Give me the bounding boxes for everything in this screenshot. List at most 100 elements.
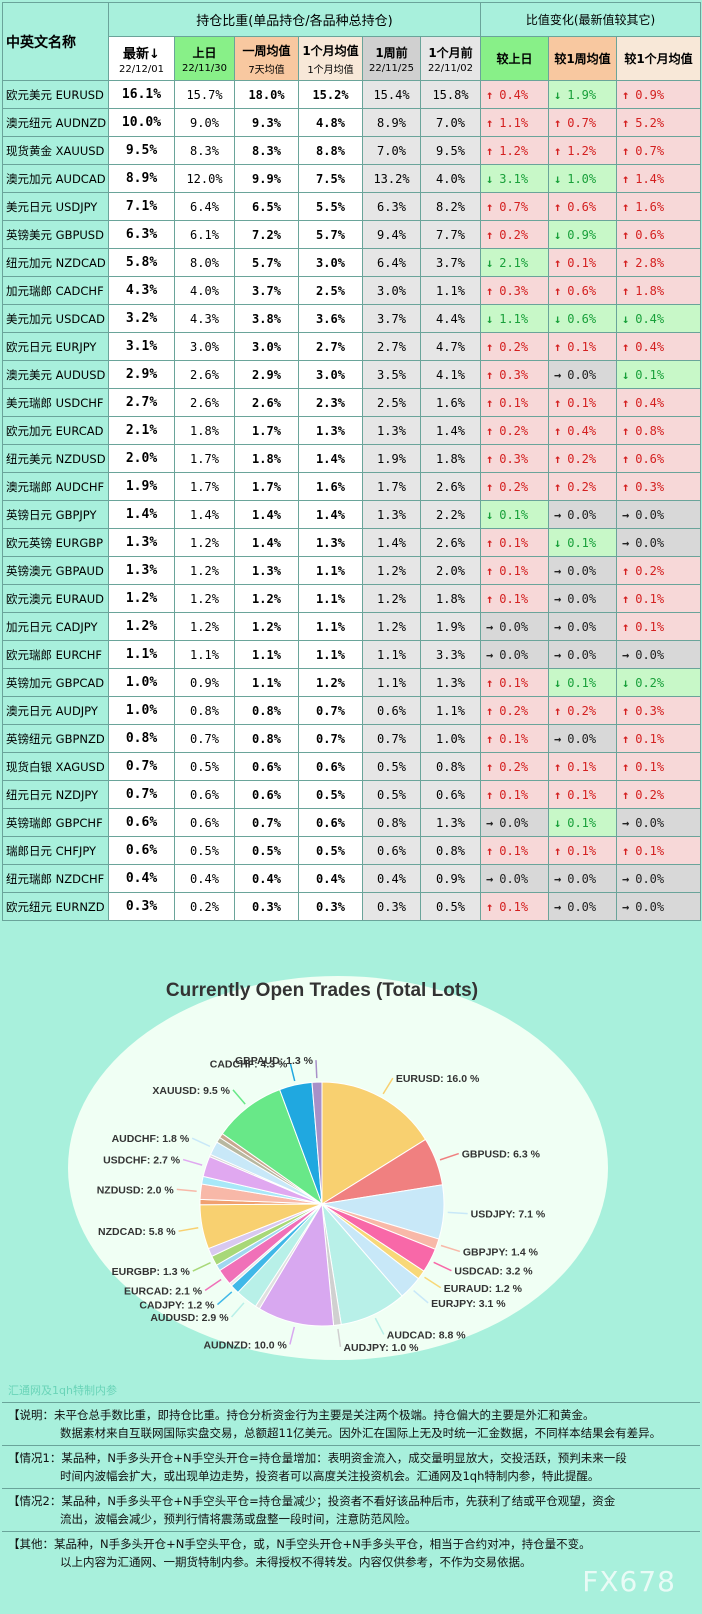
pair-name: 英镑美元 GBPUSD xyxy=(2,220,109,249)
week-avg-value: 6.5% xyxy=(234,192,299,221)
change-value: 0.0% xyxy=(499,619,529,634)
pie-label: GBPJPY: 1.4 % xyxy=(463,1246,539,1258)
change-vs-prev: ↑ 0.1% xyxy=(480,836,549,865)
pie-leader-line xyxy=(424,1276,442,1289)
month-avg-value: 1.2% xyxy=(298,668,363,697)
arrow-up-icon: ↑ xyxy=(622,759,630,774)
change-value: 0.1% xyxy=(567,535,597,550)
change-value: 0.0% xyxy=(499,815,529,830)
col-latest-sub: 22/12/01 xyxy=(119,63,164,75)
week-ago-value: 0.3% xyxy=(362,892,421,921)
change-vs-week: ↓ 0.9% xyxy=(548,220,617,249)
note-explain: 【说明：未平仓总手数比重，即持仓比重。持仓分析资金行为主要是关注两个极端。持仓偏… xyxy=(2,1402,700,1445)
month-ago-value: 7.7% xyxy=(420,220,481,249)
note-case1: 【情况1：某品种，N手多头开仓+N手空头开仓=持仓量增加：表明资金流入，成交量明… xyxy=(2,1445,700,1488)
pair-name: 纽元加元 NZDCAD xyxy=(2,248,109,277)
month-ago-value: 2.6% xyxy=(420,528,481,557)
watermark-line: 汇通网及1qh特制内参 xyxy=(2,1380,700,1402)
table-row: 瑞郎日元 CHFJPY 0.6% 0.5% 0.5% 0.5% 0.6% 0.8% ↑ 0.1%… xyxy=(2,836,702,865)
pie-label: EURCAD: 2.1 % xyxy=(124,1285,203,1297)
arrow-right-icon: → xyxy=(622,535,630,550)
arrow-up-icon: ↑ xyxy=(486,451,494,466)
change-vs-month: ↑ 0.1% xyxy=(615,752,702,781)
col-week[interactable]: 一周均值 7天均值 xyxy=(234,36,299,81)
change-value: 0.3% xyxy=(499,451,529,466)
prev-day-value: 1.2% xyxy=(174,556,235,585)
note-case1-line1: 【情况1：某品种，N手多头开仓+N手空头开仓=持仓量增加：表明资金流入，成交量明… xyxy=(8,1451,627,1465)
arrow-up-icon: ↑ xyxy=(486,703,494,718)
month-ago-value: 1.0% xyxy=(420,724,481,753)
pie-label: CADJPY: 1.2 % xyxy=(139,1300,215,1312)
arrow-up-icon: ↑ xyxy=(486,199,494,214)
week-ago-value: 0.4% xyxy=(362,864,421,893)
col-prev-label: 上日 xyxy=(192,45,217,60)
change-value: 0.4% xyxy=(635,311,665,326)
arrow-right-icon: → xyxy=(622,507,630,522)
arrow-right-icon: → xyxy=(486,619,494,634)
col-1m-ago-sub: 22/11/02 xyxy=(428,62,473,74)
arrow-up-icon: ↑ xyxy=(622,339,630,354)
week-ago-value: 3.5% xyxy=(362,360,421,389)
table-row: 英镑瑞郎 GBPCHF 0.6% 0.6% 0.7% 0.6% 0.8% 1.3% → 0.0%… xyxy=(2,808,702,837)
pair-name: 纽元瑞郎 NZDCHF xyxy=(2,864,109,893)
change-vs-week: → 0.0% xyxy=(548,556,617,585)
change-value: 0.2% xyxy=(499,339,529,354)
prev-day-value: 3.0% xyxy=(174,332,235,361)
col-prev[interactable]: 上日 22/11/30 xyxy=(174,36,235,81)
pie-label: GBPAUD: 1.3 % xyxy=(235,1055,314,1067)
prev-day-value: 1.8% xyxy=(174,416,235,445)
arrow-up-icon: ↑ xyxy=(622,87,630,102)
col-month[interactable]: 1个月均值 1个月均值 xyxy=(298,36,363,81)
col-month-label: 1个月均值 xyxy=(302,43,359,58)
change-vs-prev: ↑ 0.2% xyxy=(480,416,549,445)
pie-leader-line xyxy=(176,1188,197,1192)
arrow-down-icon: ↓ xyxy=(554,535,562,550)
latest-value: 5.8% xyxy=(108,248,175,277)
change-value: 0.2% xyxy=(499,479,529,494)
week-ago-value: 1.3% xyxy=(362,500,421,529)
col-latest[interactable]: 最新↓ 22/12/01 xyxy=(108,36,175,81)
latest-value: 0.7% xyxy=(108,780,175,809)
table-row: 澳元日元 AUDJPY 1.0% 0.8% 0.8% 0.7% 0.6% 1.1% ↑ 0.2%… xyxy=(2,696,702,725)
month-ago-value: 1.3% xyxy=(420,808,481,837)
change-value: 0.3% xyxy=(635,479,665,494)
col-1w-ago-label: 1周前 xyxy=(375,45,408,60)
note-case1-line2: 时间内波幅会扩大，或出现单边走势，投资者可以高度关注投资机会。汇通网及1qh特制… xyxy=(60,1469,600,1483)
arrow-down-icon: ↓ xyxy=(622,311,630,326)
prev-day-value: 0.9% xyxy=(174,668,235,697)
month-ago-value: 0.8% xyxy=(420,836,481,865)
col-1m-ago[interactable]: 1个月前 22/11/02 xyxy=(420,36,481,81)
pie-slice-audnzd xyxy=(258,1202,335,1327)
table-row: 美元加元 USDCAD 3.2% 4.3% 3.8% 3.6% 3.7% 4.4% ↓ 1.1%… xyxy=(2,304,702,333)
arrow-up-icon: ↑ xyxy=(622,843,630,858)
change-value: 0.2% xyxy=(567,703,597,718)
col-chg-week[interactable]: 较1周均值 xyxy=(548,36,617,81)
month-ago-value: 0.5% xyxy=(420,892,481,921)
change-value: 0.7% xyxy=(499,199,529,214)
arrow-right-icon: → xyxy=(622,871,630,886)
change-value: 0.1% xyxy=(499,787,529,802)
pair-name: 英镑瑞郎 GBPCHF xyxy=(2,808,109,837)
arrow-up-icon: ↑ xyxy=(486,115,494,130)
change-value: 0.6% xyxy=(635,451,665,466)
month-avg-value: 3.6% xyxy=(298,304,363,333)
change-value: 0.2% xyxy=(635,787,665,802)
table-row: 欧元澳元 EURAUD 1.2% 1.2% 1.2% 1.1% 1.2% 1.8% ↑ 0.1%… xyxy=(2,584,702,613)
change-vs-week: ↓ 0.6% xyxy=(548,304,617,333)
month-avg-value: 2.5% xyxy=(298,276,363,305)
pair-name: 澳元瑞郎 AUDCHF xyxy=(2,472,109,501)
change-value: 0.4% xyxy=(635,395,665,410)
col-1w-ago[interactable]: 1周前 22/11/25 xyxy=(362,36,421,81)
pie-label: EURUSD: 16.0 % xyxy=(396,1073,480,1085)
col-chg-prev[interactable]: 较上日 xyxy=(480,36,549,81)
latest-value: 0.4% xyxy=(108,864,175,893)
col-chg-month[interactable]: 较1个月均值 xyxy=(615,36,702,81)
change-vs-prev: → 0.0% xyxy=(480,864,549,893)
change-value: 0.3% xyxy=(499,283,529,298)
table-row: 纽元加元 NZDCAD 5.8% 8.0% 5.7% 3.0% 6.4% 3.7% ↓ 2.1%… xyxy=(2,248,702,277)
change-vs-week: ↑ 0.1% xyxy=(548,752,617,781)
change-value: 0.0% xyxy=(499,647,529,662)
month-avg-value: 0.3% xyxy=(298,892,363,921)
arrow-up-icon: ↑ xyxy=(622,171,630,186)
table-row: 美元日元 USDJPY 7.1% 6.4% 6.5% 5.5% 6.3% 8.2% ↑ 0.7%… xyxy=(2,192,702,221)
